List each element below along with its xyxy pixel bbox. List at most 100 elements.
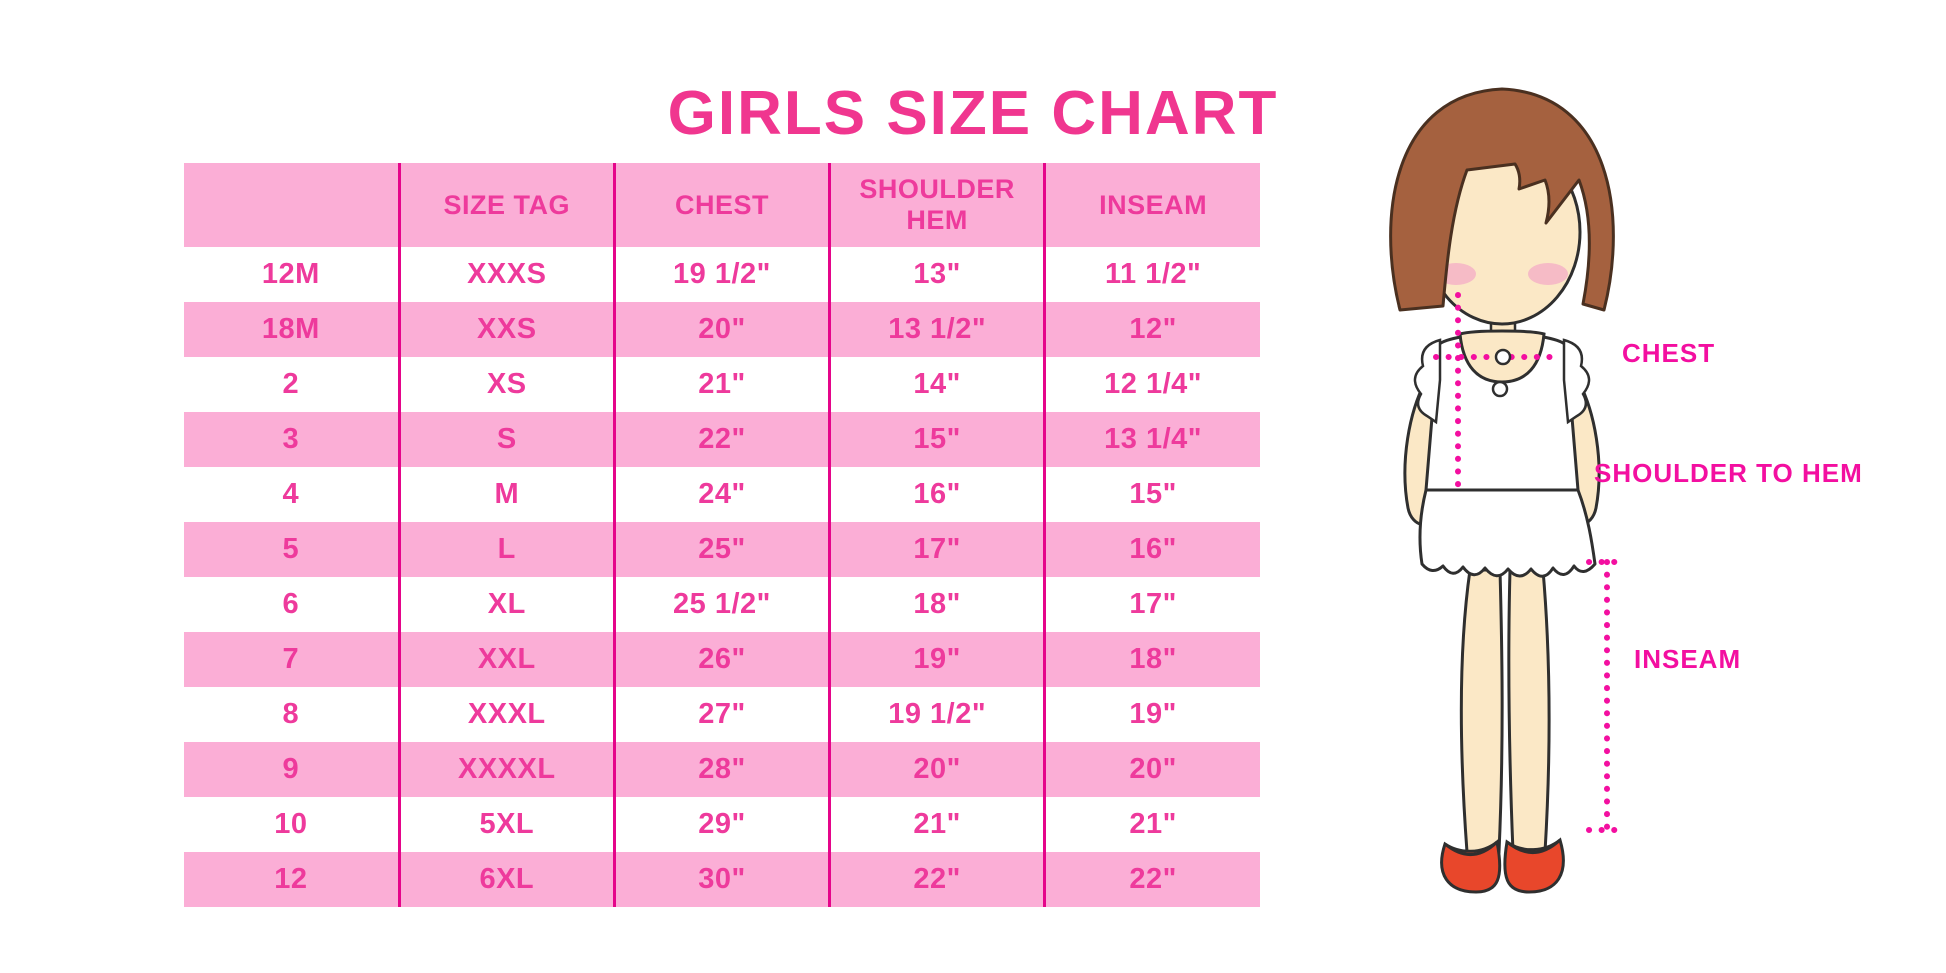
cell-size_tag: S <box>399 412 616 467</box>
cell-shoulder_hem: 21" <box>829 797 1047 852</box>
header-row: SIZE TAG CHEST SHOULDER HEM INSEAM <box>184 163 1260 247</box>
table-row: 6 XL 25 1/2" 18" 17" <box>184 577 1260 632</box>
cell-size: 6 <box>184 577 401 632</box>
cell-size: 12 <box>184 852 401 907</box>
table-row: 5 L 25" 17" 16" <box>184 522 1260 577</box>
cell-chest: 27" <box>614 687 832 742</box>
cell-chest: 25" <box>614 522 832 577</box>
cell-size: 8 <box>184 687 401 742</box>
table-row: 12 6XL 30" 22" 22" <box>184 852 1260 907</box>
cell-chest: 24" <box>614 467 832 522</box>
cell-size_tag: XXXS <box>399 247 616 302</box>
cell-shoulder_hem: 22" <box>829 852 1047 907</box>
dress-button-bottom <box>1491 380 1509 398</box>
cell-chest: 29" <box>614 797 832 852</box>
ruffle-left <box>1413 338 1442 425</box>
cell-size_tag: XXXXL <box>399 742 616 797</box>
cell-size_tag: M <box>399 467 616 522</box>
table-row: 7 XXL 26" 19" 18" <box>184 632 1260 687</box>
measurement-figure: CHEST SHOULDER TO HEM INSEAM <box>1350 80 1930 940</box>
cell-size_tag: XXS <box>399 302 616 357</box>
cell-shoulder_hem: 15" <box>829 412 1047 467</box>
cell-shoulder_hem: 20" <box>829 742 1047 797</box>
cell-inseam: 22" <box>1044 852 1260 907</box>
cell-inseam: 15" <box>1129 478 1177 510</box>
chest-label: CHEST <box>1622 338 1716 368</box>
cell-size: 9 <box>184 742 401 797</box>
cell-size: 4 <box>184 467 401 522</box>
cell-size_tag: L <box>399 522 616 577</box>
cell-inseam: 21" <box>1129 808 1177 840</box>
shoulder-to-hem-label: SHOULDER TO HEM <box>1594 458 1863 488</box>
cell-size: 2 <box>184 357 401 412</box>
shoe-left <box>1440 839 1502 894</box>
cell-inseam: 20" <box>1044 742 1260 797</box>
column-header-shoulder-hem: SHOULDER HEM <box>829 163 1047 247</box>
cell-chest: 22" <box>614 412 832 467</box>
cell-size_tag: XS <box>399 357 616 412</box>
cell-size: 3 <box>184 412 401 467</box>
cell-inseam: 19" <box>1129 698 1177 730</box>
column-header-size-tag: SIZE TAG <box>399 163 616 247</box>
cell-chest: 20" <box>614 302 832 357</box>
cell-shoulder_hem: 19" <box>829 632 1047 687</box>
cell-shoulder_hem: 16" <box>829 467 1047 522</box>
cell-size_tag: 5XL <box>399 797 616 852</box>
column-header-blank <box>184 163 401 247</box>
table-row: 9 XXXXL 28" 20" 20" <box>184 742 1260 797</box>
column-header-chest: CHEST <box>614 163 832 247</box>
size-table: SIZE TAG CHEST SHOULDER HEM INSEAM 12M XXXS 1… <box>184 163 1260 907</box>
page-title: GIRLS SIZE CHART <box>667 78 1279 148</box>
table-row: 2 XS 21" 14" 12 1/4" <box>184 357 1260 412</box>
shoe-right-strap <box>1506 838 1562 854</box>
cell-size_tag: 6XL <box>399 852 616 907</box>
cell-chest: 25 1/2" <box>614 577 832 632</box>
shoe-left-strap <box>1444 840 1499 856</box>
cell-chest: 28" <box>614 742 832 797</box>
blush-right <box>1528 263 1568 285</box>
table-row: 10 5XL 29" 21" 21" <box>184 797 1260 852</box>
cell-size: 18M <box>184 302 401 357</box>
table-row: 18M XXS 20" 13 1/2" 12" <box>184 302 1260 357</box>
cell-inseam: 18" <box>1044 632 1260 687</box>
size-table-body: 12M XXXS 19 1/2" 13" 11 1/2" 18M XXS 20" 13 1/2"… <box>184 247 1260 907</box>
girl-illustration <box>1389 87 1629 894</box>
cell-inseam: 12 1/4" <box>1104 368 1203 400</box>
cell-inseam: 13 1/4" <box>1044 412 1260 467</box>
ruffle-right <box>1562 338 1591 425</box>
cell-chest: 19 1/2" <box>614 247 832 302</box>
table-row: 12M XXXS 19 1/2" 13" 11 1/2" <box>184 247 1260 302</box>
cell-chest: 21" <box>614 357 832 412</box>
cell-inseam: 16" <box>1044 522 1260 577</box>
shoe-right <box>1503 837 1565 894</box>
girl-leg-left <box>1459 568 1504 854</box>
table-row: 8 XXXL 27" 19 1/2" 19" <box>184 687 1260 742</box>
cell-size: 5 <box>184 522 401 577</box>
inseam-label: INSEAM <box>1634 644 1742 674</box>
dress-button-top <box>1494 348 1512 366</box>
girl-leg-right <box>1507 568 1551 854</box>
cell-inseam: 11 1/2" <box>1104 258 1202 290</box>
column-header-inseam: INSEAM <box>1044 163 1260 247</box>
cell-size_tag: XXL <box>399 632 616 687</box>
cell-shoulder_hem: 18" <box>829 577 1047 632</box>
size-table-header: SIZE TAG CHEST SHOULDER HEM INSEAM <box>184 163 1260 247</box>
cell-size: 10 <box>184 797 401 852</box>
cell-shoulder_hem: 19 1/2" <box>829 687 1047 742</box>
cell-chest: 30" <box>614 852 832 907</box>
cell-shoulder_hem: 13 1/2" <box>829 302 1047 357</box>
table-row: 3 S 22" 15" 13 1/4" <box>184 412 1260 467</box>
cell-shoulder_hem: 17" <box>829 522 1047 577</box>
cell-size_tag: XXXL <box>399 687 616 742</box>
cell-shoulder_hem: 14" <box>829 357 1047 412</box>
girl-hair <box>1389 87 1615 312</box>
cell-shoulder_hem: 13" <box>829 247 1047 302</box>
girl-skirt <box>1418 488 1597 578</box>
table-row: 4 M 24" 16" 15" <box>184 467 1260 522</box>
cell-size_tag: XL <box>399 577 616 632</box>
cell-inseam: 12" <box>1044 302 1260 357</box>
cell-inseam: 17" <box>1129 588 1177 620</box>
cell-size: 7 <box>184 632 401 687</box>
cell-size: 12M <box>184 247 401 302</box>
